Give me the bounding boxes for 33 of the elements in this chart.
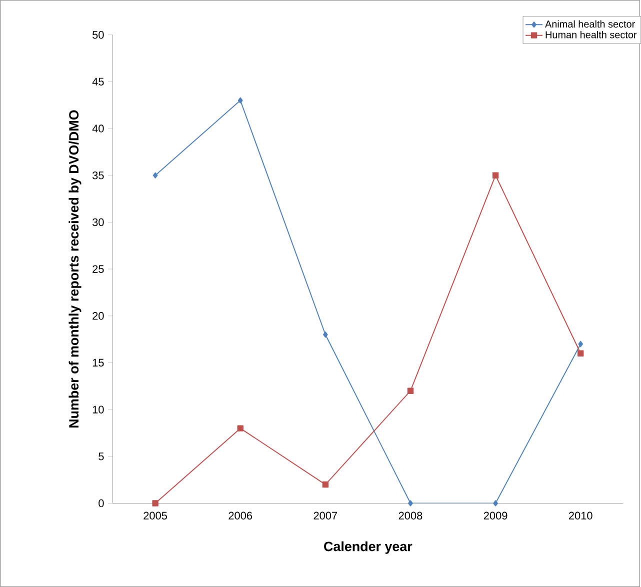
x-tick-label: 2010 <box>568 512 592 520</box>
point <box>322 332 328 338</box>
point <box>493 500 498 506</box>
y-tick-label: 20 <box>92 312 104 320</box>
point <box>238 97 243 104</box>
point <box>578 340 584 348</box>
y-tick-label: 5 <box>98 452 104 460</box>
legend-label: Human health sector <box>546 30 637 38</box>
point <box>152 172 158 178</box>
y-tick-label: 40 <box>92 124 104 132</box>
point <box>407 388 414 394</box>
x-tick-label: 2009 <box>484 512 508 520</box>
x-tick-label: 2006 <box>228 512 252 520</box>
legend-label: Animal health sector <box>545 20 635 28</box>
point <box>408 500 413 506</box>
point <box>237 425 244 432</box>
point <box>492 172 499 178</box>
x-tick-label: 2007 <box>314 512 338 520</box>
x-tick-label: 2005 <box>144 512 167 520</box>
point <box>322 481 329 488</box>
point <box>578 350 584 356</box>
y-tick-label: 35 <box>92 171 104 180</box>
x-tick-label: 2008 <box>398 512 422 520</box>
point <box>152 500 158 506</box>
y-tick-label: 50 <box>92 30 104 39</box>
y-tick-label: 0 <box>98 499 104 508</box>
y-tick-label: 45 <box>92 78 104 86</box>
y-tick-label: 15 <box>92 358 104 367</box>
y-tick-label: 25 <box>92 265 104 273</box>
y-axis-title: Number of monthly reports received by DVO/DMO <box>68 110 82 428</box>
y-tick-label: 30 <box>92 218 104 226</box>
x-axis-title: Calender year <box>324 541 412 554</box>
y-tick-label: 10 <box>92 406 104 414</box>
